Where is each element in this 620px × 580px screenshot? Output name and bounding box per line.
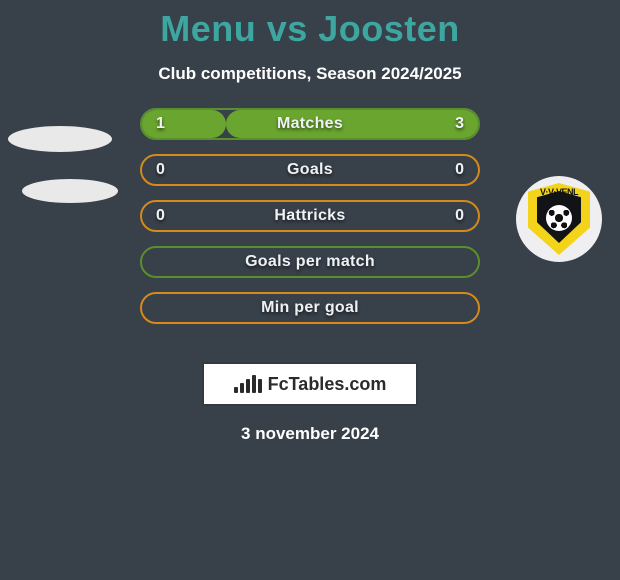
stat-label: Hattricks	[274, 207, 345, 225]
branding-box: FcTables.com	[202, 362, 418, 406]
stat-row: Matches 1 3	[140, 108, 480, 140]
stat-pill: Goals per match	[140, 246, 480, 278]
stat-label: Matches	[277, 115, 343, 133]
page-title: Menu vs Joosten	[0, 0, 620, 50]
stat-fill-left	[142, 110, 226, 138]
stat-value-left: 0	[156, 161, 165, 179]
stat-pill: Matches 1 3	[140, 108, 480, 140]
stat-value-right: 3	[455, 115, 464, 133]
stat-pill: Hattricks 0 0	[140, 200, 480, 232]
bar-chart-icon	[234, 375, 262, 393]
stat-value-left: 1	[156, 115, 165, 133]
footer-date: 3 november 2024	[0, 424, 620, 444]
stat-label: Goals	[287, 161, 333, 179]
stat-value-right: 0	[455, 161, 464, 179]
stat-value-right: 0	[455, 207, 464, 225]
stat-pill: Min per goal	[140, 292, 480, 324]
stats-comparison: Matches 1 3 Goals 0 0 Hattricks 0 0 Goals per mat…	[0, 108, 620, 348]
branding-label: FcTables.com	[268, 374, 387, 395]
stat-value-left: 0	[156, 207, 165, 225]
page-subtitle: Club competitions, Season 2024/2025	[0, 64, 620, 84]
stat-fill-right	[226, 110, 478, 138]
stat-label: Goals per match	[245, 253, 375, 271]
stat-row: Min per goal	[140, 292, 480, 324]
stat-label: Min per goal	[261, 299, 359, 317]
stat-pill: Goals 0 0	[140, 154, 480, 186]
stat-row: Goals 0 0	[140, 154, 480, 186]
stat-row: Hattricks 0 0	[140, 200, 480, 232]
stat-row: Goals per match	[140, 246, 480, 278]
